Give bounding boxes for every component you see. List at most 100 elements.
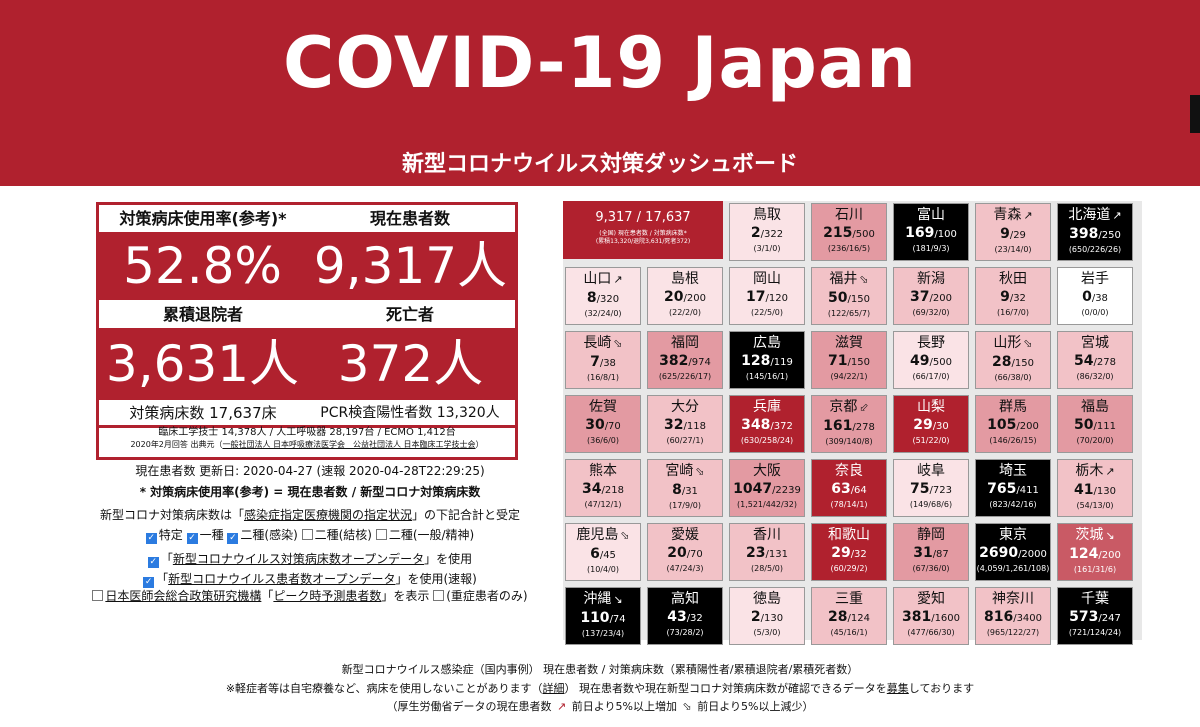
prefecture-tile[interactable]: 宮崎 ⬂ 8/31 (17/9/0) <box>647 459 723 517</box>
prefecture-tile[interactable]: 東京 2690/2000 (4,059/1,261/108) <box>975 523 1051 581</box>
check-nishu-kansen[interactable]: ✓ <box>227 533 239 544</box>
prefecture-tile[interactable]: 愛知 381/1600 (477/66/30) <box>893 587 969 645</box>
bed-count: /29 <box>1009 230 1026 241</box>
prefecture-tile[interactable]: 栃木 ↗ 41/130 (54/13/0) <box>1057 459 1133 517</box>
prefecture-tile[interactable]: 徳島 2/130 (5/3/0) <box>729 587 805 645</box>
current-patients: 23 <box>746 545 766 561</box>
prefecture-tile[interactable]: 和歌山 29/32 (60/29/2) <box>811 523 887 581</box>
check-nishu-ippan[interactable] <box>375 529 387 540</box>
prefecture-tile[interactable]: 福井 ⬂ 50/150 (122/65/7) <box>811 267 887 325</box>
prefecture-name: 石川 <box>835 207 863 223</box>
prefecture-name: 大阪 <box>753 463 781 479</box>
current-patients: 17 <box>746 289 766 305</box>
decrease-arrow-icon: ⬂ <box>1023 337 1033 350</box>
prefecture-name: 鳥取 <box>753 207 781 223</box>
prefecture-tile[interactable]: 広島 128/119 (145/16/1) <box>729 331 805 389</box>
current-patients: 49 <box>910 353 930 369</box>
bed-count: /150 <box>1011 358 1034 369</box>
cumulative-counts: (45/16/1) <box>830 628 868 637</box>
bed-count: /2000 <box>1018 549 1047 560</box>
check-beds-opendata[interactable]: ✓ <box>147 557 159 568</box>
prefecture-name: 高知 <box>671 591 699 607</box>
prefecture-tile[interactable]: 滋賀 71/150 (94/22/1) <box>811 331 887 389</box>
jmari-link[interactable]: 日本医師会総合政策研究機構 <box>105 589 262 603</box>
prefecture-tile[interactable]: 高知 43/32 (73/28/2) <box>647 587 723 645</box>
peak-forecast-link[interactable]: ピーク時予測患者数 <box>273 589 382 603</box>
beds-opendata-link[interactable]: 新型コロナウイルス対策病床数オープンデータ <box>172 552 425 566</box>
bed-count: /64 <box>850 485 867 496</box>
prefecture-tile[interactable]: 大分 32/118 (60/27/1) <box>647 395 723 453</box>
prefecture-tile[interactable]: 島根 20/200 (22/2/0) <box>647 267 723 325</box>
prefecture-tile[interactable]: 長崎 ⬂ 7/38 (16/8/1) <box>565 331 641 389</box>
increase-arrow-icon: ↗ <box>613 273 623 286</box>
source-link[interactable]: 一般社団法人 日本呼吸療法医学会 公益社団法人 日本臨床工学技士会 <box>222 440 476 449</box>
check-severe-only[interactable] <box>433 590 445 601</box>
prefecture-tile[interactable]: 京都 ⬃ 161/278 (309/140/8) <box>811 395 887 453</box>
prefecture-tile[interactable]: 新潟 37/200 (69/32/0) <box>893 267 969 325</box>
prefecture-tile[interactable]: 群馬 105/200 (146/26/15) <box>975 395 1051 453</box>
current-patients: 8 <box>586 290 597 306</box>
current-patients: 215 <box>823 225 853 241</box>
prefecture-tile[interactable]: 福島 50/111 (70/20/0) <box>1057 395 1133 453</box>
check-tokutei[interactable]: ✓ <box>145 533 157 544</box>
prefecture-tile[interactable]: 岐阜 75/723 (149/68/6) <box>893 459 969 517</box>
scrollbar-thumb[interactable] <box>1190 95 1200 133</box>
prefecture-tile[interactable]: 鹿児島 ⬂ 6/45 (10/4/0) <box>565 523 641 581</box>
current-patients: 765 <box>987 481 1017 497</box>
prefecture-tile[interactable]: 秋田 9/32 (16/7/0) <box>975 267 1051 325</box>
prefecture-tile[interactable]: 埼玉 765/411 (823/42/16) <box>975 459 1051 517</box>
prefecture-tile[interactable]: 山形 ⬂ 28/150 (66/38/0) <box>975 331 1051 389</box>
prefecture-tile[interactable]: 岡山 17/120 (22/5/0) <box>729 267 805 325</box>
prefecture-tile[interactable]: 北海道 ↗ 398/250 (650/226/26) <box>1057 203 1133 261</box>
prefecture-tile[interactable]: 香川 23/131 (28/5/0) <box>729 523 805 581</box>
prefecture-tile[interactable]: 福岡 382/974 (625/226/17) <box>647 331 723 389</box>
patients-opendata-link[interactable]: 新型コロナウイルス患者数オープンデータ <box>168 572 396 586</box>
prefecture-tile[interactable]: 大阪 1047/2239 (1,521/442/32) <box>729 459 805 517</box>
prefecture-name: 栃木 ↗ <box>1075 463 1115 479</box>
prefecture-name: 山梨 <box>917 399 945 415</box>
prefecture-tile[interactable]: 茨城 ↘ 124/200 (161/31/6) <box>1057 523 1133 581</box>
prefecture-tile[interactable]: 山梨 29/30 (51/22/0) <box>893 395 969 453</box>
check-nishu-kansen-label: 二種(感染) <box>240 528 298 542</box>
discharged-label: 累積退院者 <box>102 304 304 326</box>
current-patients: 50 <box>828 290 848 306</box>
prefecture-tile[interactable]: 奈良 63/64 (78/14/1) <box>811 459 887 517</box>
recruit-link[interactable]: 募集 <box>886 682 909 695</box>
national-total-caption: (全国) 現在患者数 / 対策病床数* <box>599 230 687 237</box>
prefecture-tile[interactable]: 佐賀 30/70 (36/6/0) <box>565 395 641 453</box>
prefecture-tile[interactable]: 兵庫 348/372 (630/258/24) <box>729 395 805 453</box>
prefecture-tile[interactable]: 富山 169/100 (181/9/3) <box>893 203 969 261</box>
prefecture-tile[interactable]: 岩手 0/38 (0/0/0) <box>1057 267 1133 325</box>
prefecture-tile[interactable]: 沖縄 ↘ 110/74 (137/23/4) <box>565 587 641 645</box>
check-peak-forecast[interactable] <box>92 590 104 601</box>
prefecture-value: 2/322 <box>730 225 804 243</box>
prefecture-value: 50/150 <box>812 290 886 308</box>
prefecture-tile[interactable]: 山口 ↗ 8/320 (32/24/0) <box>565 267 641 325</box>
prefecture-name: 沖縄 ↘ <box>583 591 623 607</box>
prefecture-tile[interactable]: 鳥取 2/322 (3/1/0) <box>729 203 805 261</box>
national-total-tile[interactable]: 9,317 / 17,637 (全国) 現在患者数 / 対策病床数* (累積13… <box>563 201 723 259</box>
prefecture-tile[interactable]: 宮城 54/278 (86/32/0) <box>1057 331 1133 389</box>
prefecture-name: 島根 <box>671 271 699 287</box>
prefecture-tile[interactable]: 千葉 573/247 (721/124/24) <box>1057 587 1133 645</box>
bed-count: /320 <box>596 294 620 305</box>
details-link[interactable]: 詳細 <box>542 682 565 695</box>
prefecture-name: 新潟 <box>917 271 945 287</box>
check-patients-opendata[interactable]: ✓ <box>143 577 155 588</box>
beds-source-link[interactable]: 感染症指定医療機関の指定状況 <box>243 508 412 522</box>
prefecture-value: 23/131 <box>730 545 804 563</box>
prefecture-tile[interactable]: 熊本 34/218 (47/12/1) <box>565 459 641 517</box>
prefecture-tile[interactable]: 神奈川 816/3400 (965/122/27) <box>975 587 1051 645</box>
prefecture-tile[interactable]: 長野 49/500 (66/17/0) <box>893 331 969 389</box>
prefecture-value: 381/1600 <box>894 609 968 627</box>
prefecture-tile[interactable]: 青森 ↗ 9/29 (23/14/0) <box>975 203 1051 261</box>
prefecture-tile[interactable]: 静岡 31/87 (67/36/0) <box>893 523 969 581</box>
current-patients: 128 <box>741 353 771 369</box>
check-nishu-kekkaku[interactable] <box>301 529 313 540</box>
prefecture-tile[interactable]: 三重 28/124 (45/16/1) <box>811 587 887 645</box>
prefecture-value: 54/278 <box>1058 353 1132 371</box>
prefecture-value: 169/100 <box>894 225 968 243</box>
prefecture-tile[interactable]: 石川 215/500 (236/16/5) <box>811 203 887 261</box>
prefecture-tile[interactable]: 愛媛 20/70 (47/24/3) <box>647 523 723 581</box>
check-isshu[interactable]: ✓ <box>186 533 198 544</box>
